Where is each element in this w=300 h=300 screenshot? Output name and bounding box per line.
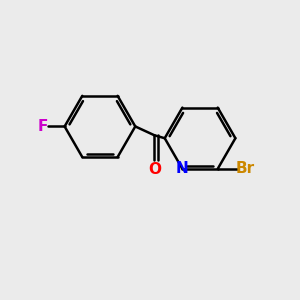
Text: N: N (176, 161, 189, 176)
Text: Br: Br (236, 161, 255, 176)
Text: O: O (148, 162, 161, 177)
Text: F: F (37, 119, 48, 134)
